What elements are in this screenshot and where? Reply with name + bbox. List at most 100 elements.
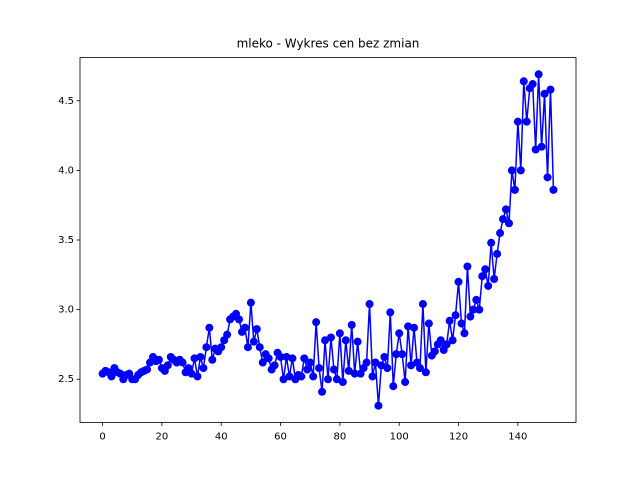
marker bbox=[300, 354, 309, 363]
marker bbox=[442, 340, 451, 349]
marker bbox=[540, 89, 549, 98]
marker bbox=[258, 358, 267, 367]
marker bbox=[445, 316, 454, 325]
marker bbox=[516, 166, 525, 175]
marker bbox=[481, 265, 490, 274]
x-tick-label: 0 bbox=[99, 431, 105, 442]
marker bbox=[546, 85, 555, 94]
marker bbox=[353, 337, 362, 346]
marker bbox=[318, 387, 327, 396]
marker bbox=[451, 311, 460, 320]
marker bbox=[279, 375, 288, 384]
marker bbox=[205, 323, 214, 332]
marker bbox=[543, 173, 552, 182]
marker bbox=[430, 347, 439, 356]
marker bbox=[309, 372, 318, 381]
marker bbox=[493, 249, 502, 258]
marker bbox=[490, 274, 499, 283]
marker bbox=[513, 117, 522, 126]
marker bbox=[107, 372, 116, 381]
marker bbox=[321, 336, 330, 345]
marker bbox=[347, 320, 356, 329]
marker bbox=[193, 372, 202, 381]
marker bbox=[401, 378, 410, 387]
marker bbox=[202, 343, 211, 352]
marker bbox=[496, 229, 505, 238]
marker bbox=[463, 262, 472, 271]
x-tick-label: 120 bbox=[449, 431, 468, 442]
y-tick-label: 3.0 bbox=[58, 305, 74, 316]
marker bbox=[332, 375, 341, 384]
y-tick-label: 3.5 bbox=[58, 235, 74, 246]
marker bbox=[223, 330, 232, 339]
marker bbox=[243, 343, 252, 352]
y-tick-label: 4.5 bbox=[58, 96, 74, 107]
marker bbox=[252, 325, 261, 334]
marker bbox=[487, 238, 496, 247]
marker bbox=[472, 295, 481, 304]
x-tick-label: 20 bbox=[156, 431, 169, 442]
marker bbox=[217, 343, 226, 352]
marker bbox=[454, 277, 463, 286]
marker bbox=[392, 350, 401, 359]
marker bbox=[306, 358, 315, 367]
marker bbox=[398, 350, 407, 359]
marker bbox=[329, 365, 338, 374]
x-tick-label: 40 bbox=[215, 431, 228, 442]
marker bbox=[522, 117, 531, 126]
marker bbox=[510, 185, 519, 194]
marker bbox=[326, 333, 335, 342]
plot-frame bbox=[79, 57, 577, 423]
marker bbox=[312, 318, 321, 327]
y-tick-label: 4.0 bbox=[58, 165, 74, 176]
marker bbox=[424, 319, 433, 328]
marker bbox=[297, 372, 306, 381]
marker bbox=[371, 358, 380, 367]
marker bbox=[270, 361, 279, 370]
x-tick-label: 80 bbox=[333, 431, 346, 442]
marker bbox=[407, 361, 416, 370]
marker bbox=[246, 298, 255, 307]
y-tick-label: 2.5 bbox=[58, 374, 74, 385]
marker bbox=[507, 166, 516, 175]
marker bbox=[303, 365, 312, 374]
marker bbox=[475, 305, 484, 314]
marker bbox=[288, 354, 297, 363]
marker bbox=[324, 375, 332, 384]
marker bbox=[199, 364, 208, 373]
marker bbox=[285, 372, 294, 381]
marker bbox=[187, 369, 196, 378]
marker bbox=[504, 219, 513, 228]
marker bbox=[377, 361, 386, 370]
marker bbox=[418, 300, 427, 309]
marker bbox=[350, 369, 359, 378]
marker bbox=[383, 364, 392, 373]
marker bbox=[528, 80, 537, 89]
marker bbox=[499, 215, 508, 224]
marker bbox=[235, 315, 244, 324]
marker bbox=[549, 185, 558, 194]
marker bbox=[537, 142, 546, 151]
marker bbox=[389, 382, 398, 391]
marker bbox=[395, 329, 404, 338]
marker bbox=[448, 336, 457, 345]
marker bbox=[249, 337, 258, 346]
marker bbox=[335, 329, 344, 338]
marker bbox=[460, 329, 469, 338]
marker bbox=[501, 205, 510, 214]
marker bbox=[380, 352, 389, 361]
marker bbox=[208, 355, 217, 364]
marker bbox=[436, 336, 445, 345]
marker bbox=[315, 364, 324, 373]
marker bbox=[154, 355, 163, 364]
marker bbox=[484, 281, 493, 290]
marker bbox=[457, 319, 466, 328]
marker bbox=[338, 378, 347, 387]
marker bbox=[344, 366, 353, 375]
marker bbox=[264, 354, 273, 363]
marker bbox=[365, 300, 374, 309]
marker bbox=[374, 401, 383, 410]
marker bbox=[276, 352, 285, 361]
